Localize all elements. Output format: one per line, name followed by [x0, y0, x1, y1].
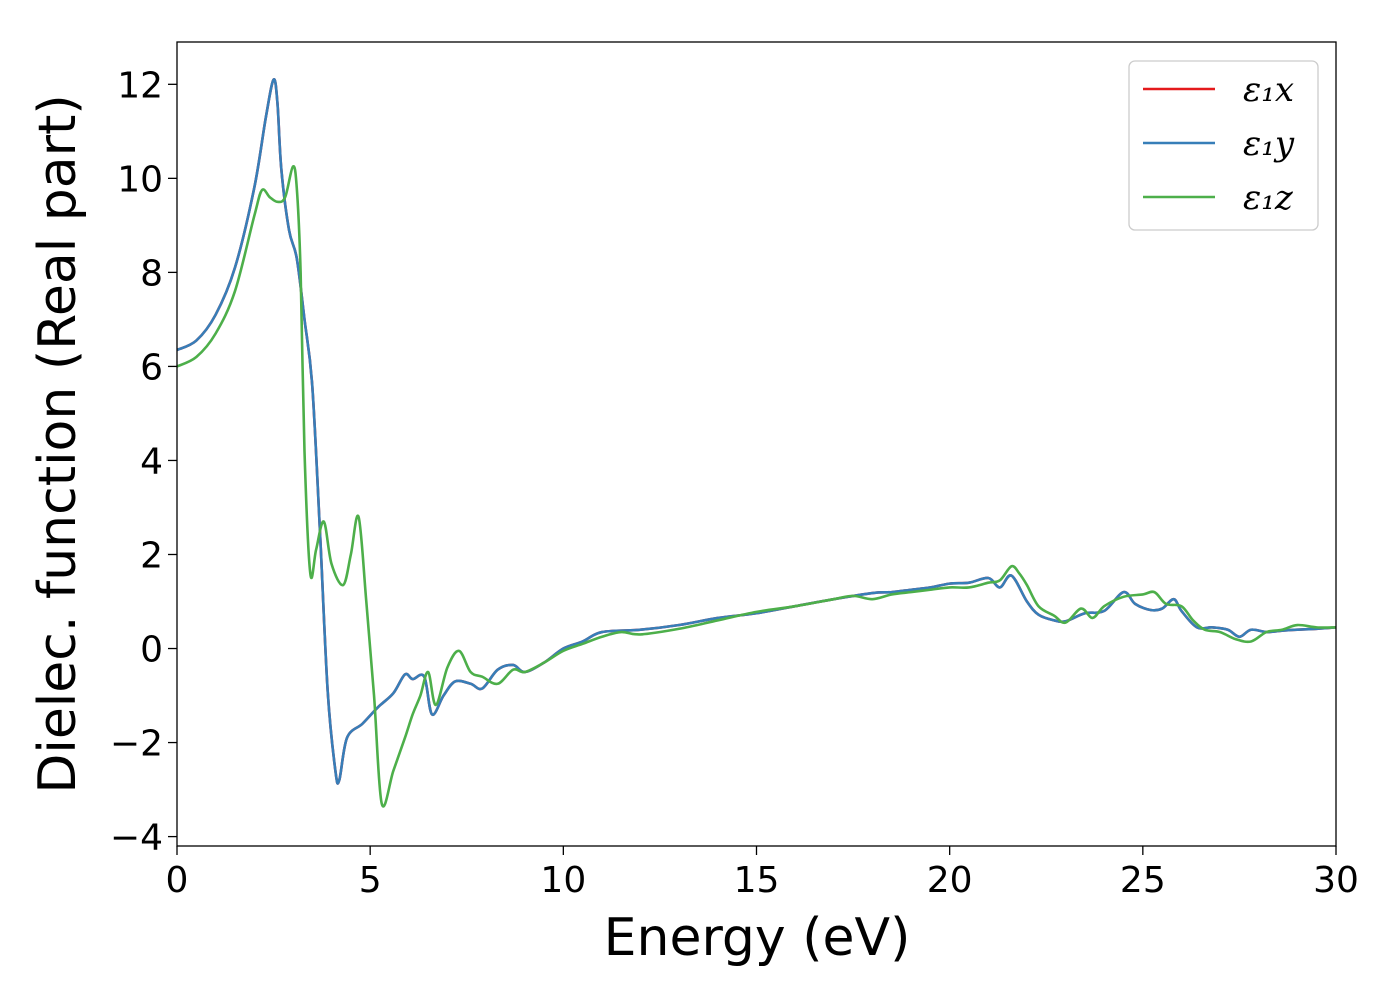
legend-box: [1128, 60, 1319, 231]
x-tick-label: 25: [1120, 860, 1166, 901]
y-tick-label: 8: [140, 253, 163, 294]
x-tick-label: 15: [734, 860, 780, 901]
series-line-2: [177, 78, 1336, 785]
x-tick-label: 0: [166, 860, 189, 901]
y-tick-label: −4: [110, 818, 163, 859]
y-tick-label: 10: [117, 159, 163, 200]
x-tick-label: 30: [1313, 860, 1359, 901]
y-tick-label: 12: [117, 65, 163, 106]
y-tick-label: 0: [140, 630, 163, 671]
legend: ε₁x ε₁y ε₁z: [1128, 60, 1319, 231]
x-tick-label: 10: [540, 860, 586, 901]
x-tick-label: 5: [359, 860, 382, 901]
y-tick-label: 2: [140, 535, 163, 576]
y-tick-label: 6: [140, 347, 163, 388]
series-layer: [177, 78, 1336, 808]
legend-label-2: ε₁y: [1243, 124, 1295, 164]
x-axis-title: Energy (eV): [604, 908, 911, 968]
y-tick-label: −2: [110, 724, 163, 765]
axes-layer: 0 5 10 15 20 25 30 −4 −2 0 2 4 6 8 10 12: [110, 41, 1359, 901]
x-tick-label: 20: [927, 860, 973, 901]
legend-label-1: ε₁x: [1243, 70, 1294, 110]
y-tick-label: 4: [140, 441, 163, 482]
y-axis-title: Dielec. function (Real part): [28, 94, 88, 793]
series-line-3: [177, 165, 1336, 808]
legend-label-3: ε₁z: [1243, 178, 1294, 218]
